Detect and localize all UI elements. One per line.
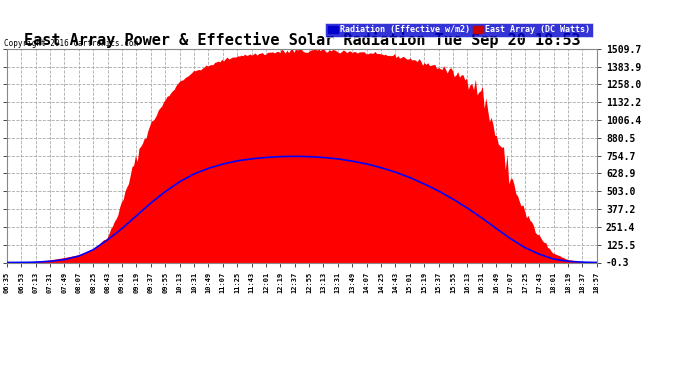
Legend: Radiation (Effective w/m2), East Array (DC Watts): Radiation (Effective w/m2), East Array (… bbox=[325, 23, 593, 37]
Text: Copyright 2016 Cartronics.com: Copyright 2016 Cartronics.com bbox=[4, 39, 138, 48]
Title: East Array Power & Effective Solar Radiation Tue Sep 20 18:53: East Array Power & Effective Solar Radia… bbox=[23, 32, 580, 48]
